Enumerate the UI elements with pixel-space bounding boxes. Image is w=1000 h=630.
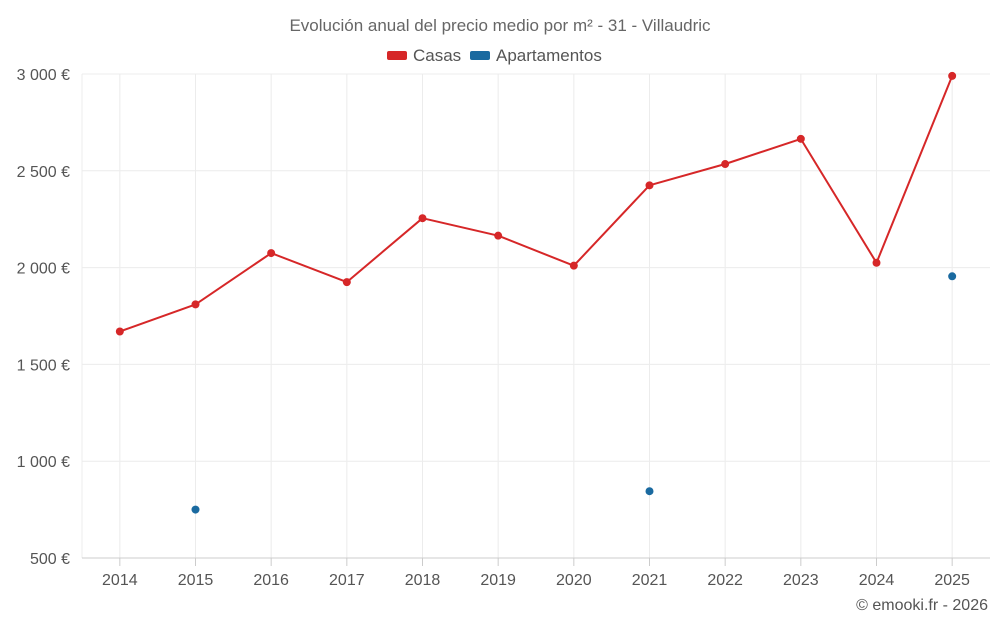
- data-point-casas-2024: [872, 258, 881, 267]
- data-point-casas-2023: [796, 134, 805, 143]
- data-point-casas-2020: [569, 261, 578, 270]
- legend-label-casas[interactable]: Casas: [413, 46, 461, 65]
- x-tick-label: 2022: [707, 572, 743, 589]
- x-tick-label: 2016: [253, 572, 289, 589]
- x-tick-label: 2019: [480, 572, 516, 589]
- data-point-casas-2017: [342, 278, 351, 287]
- x-tick-label: 2015: [178, 572, 214, 589]
- legend-label-apartamentos[interactable]: Apartamentos: [496, 46, 602, 65]
- chart-title: Evolución anual del precio medio por m² …: [289, 16, 711, 35]
- x-tick-label: 2020: [556, 572, 592, 589]
- data-point-casas-2019: [494, 231, 503, 240]
- data-point-casas-2022: [721, 160, 730, 169]
- data-point-casas-2016: [267, 249, 276, 258]
- x-tick-label: 2025: [934, 572, 970, 589]
- y-tick-label: 3 000 €: [17, 67, 70, 84]
- x-tick-label: 2014: [102, 572, 138, 589]
- data-point-apartamentos-2015: [191, 505, 200, 514]
- series-layer: [115, 71, 957, 514]
- x-tick-label: 2017: [329, 572, 365, 589]
- data-point-casas-2025: [948, 71, 957, 80]
- x-tick-label: 2024: [859, 572, 895, 589]
- y-tick-label: 2 000 €: [17, 261, 70, 278]
- credit-text: © emooki.fr - 2026: [856, 597, 988, 614]
- data-point-casas-2015: [191, 300, 200, 309]
- y-tick-label: 1 000 €: [17, 454, 70, 471]
- data-point-casas-2018: [418, 214, 427, 223]
- x-tick-label: 2021: [632, 572, 668, 589]
- axes: 500 € 1 000 € 1 500 € 2 000 € 2 500 € 3 000 €…: [17, 67, 990, 589]
- data-point-apartamentos-2025: [948, 272, 957, 281]
- grid: [81, 73, 990, 558]
- x-tick-label: 2018: [405, 572, 441, 589]
- legend[interactable]: Casas Apartamentos: [387, 46, 602, 65]
- data-point-apartamentos-2021: [645, 487, 654, 496]
- x-tick-label: 2023: [783, 572, 819, 589]
- y-tick-label: 500 €: [30, 551, 70, 568]
- legend-swatch-casas[interactable]: [387, 51, 407, 60]
- legend-swatch-apartamentos[interactable]: [470, 51, 490, 60]
- data-point-casas-2021: [645, 181, 654, 190]
- data-point-casas-2014: [115, 327, 124, 336]
- series-line-casas: [119, 75, 954, 333]
- y-tick-label: 2 500 €: [17, 164, 70, 181]
- y-tick-label: 1 500 €: [17, 357, 70, 374]
